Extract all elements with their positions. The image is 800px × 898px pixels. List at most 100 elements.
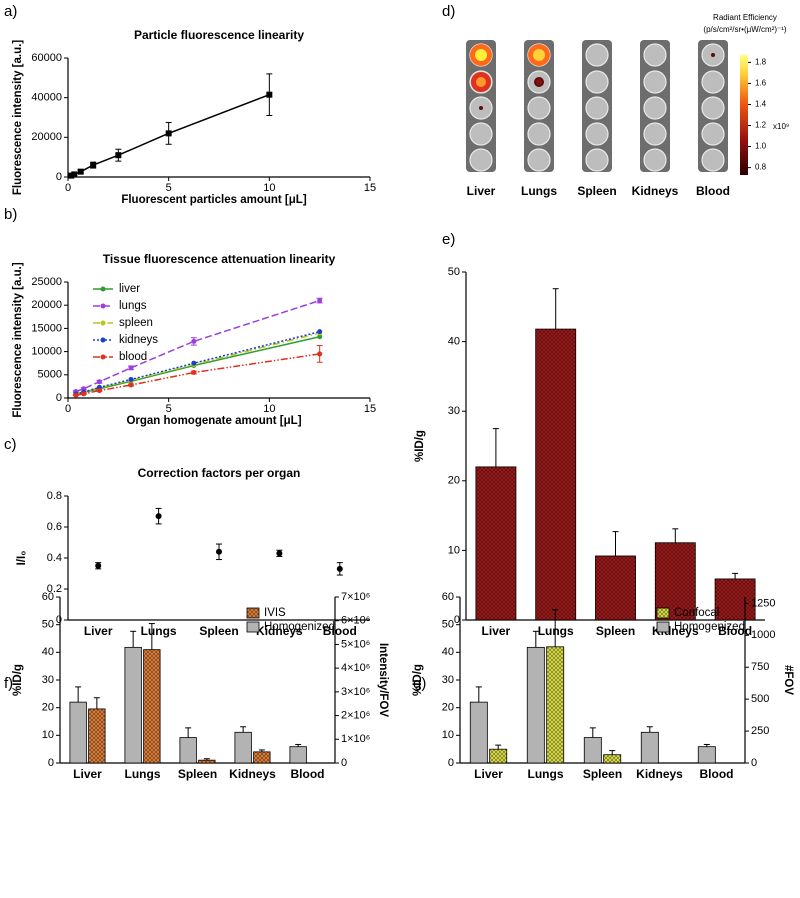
- legend-marker: [100, 337, 106, 343]
- x-tick-label: 0: [65, 403, 71, 415]
- y2-tick-label: 1000: [751, 629, 775, 641]
- y-tick-label: 40000: [31, 92, 62, 104]
- y-tick-label: 0.4: [47, 552, 62, 564]
- x-tick-label: Lungs: [538, 624, 574, 638]
- organ-label: Spleen: [577, 184, 616, 198]
- y-axis-label: %ID/g: [414, 430, 426, 462]
- y-tick-label: 20000: [31, 131, 62, 143]
- legend-marker: [100, 303, 106, 309]
- y2-tick-label: 1250: [751, 597, 775, 609]
- colorbar-tick-label: 1.0: [755, 142, 767, 151]
- x-tick-label: Spleen: [199, 624, 238, 638]
- series-line: [75, 299, 320, 393]
- x-tick-label: 15: [364, 403, 376, 415]
- y-axis-label: Fluorescence intensity [a.u.]: [12, 262, 24, 417]
- x-tick-label: Spleen: [596, 624, 635, 638]
- x-tick-label: 5: [166, 403, 172, 415]
- well: [585, 96, 609, 120]
- y-tick-label: 30: [442, 674, 454, 686]
- signal: [475, 49, 487, 61]
- legend-label: kidneys: [119, 334, 158, 346]
- signal: [480, 107, 482, 109]
- point: [128, 376, 134, 382]
- legend-swatch: [656, 621, 670, 633]
- y-tick-label: 0.8: [47, 490, 62, 502]
- y-tick-label: 0: [56, 171, 62, 183]
- well: [643, 43, 667, 67]
- colorbar-multiplier: x10⁹: [773, 122, 789, 131]
- bar-hatch: [489, 749, 507, 763]
- well: [643, 96, 667, 120]
- x-tick-label: Kidneys: [229, 767, 276, 781]
- y2-tick-label: 7×10⁶: [341, 591, 370, 603]
- signal: [476, 77, 486, 87]
- y-tick-label: 50: [442, 619, 454, 631]
- bar: [289, 746, 307, 764]
- y-tick-label: 10000: [31, 346, 62, 358]
- point: [115, 152, 122, 159]
- y-tick-label: 0: [454, 614, 460, 626]
- well: [585, 122, 609, 146]
- well: [585, 148, 609, 172]
- x-tick-label: Liver: [84, 624, 113, 638]
- bar: [234, 731, 252, 764]
- panel-label: a): [4, 3, 17, 20]
- x-tick-label: Blood: [291, 767, 325, 781]
- x-tick-label: Blood: [323, 624, 357, 638]
- legend-label: spleen: [119, 317, 153, 329]
- colorbar-unit: (p/s/cm²/sr•(μW/cm²)⁻¹): [703, 25, 787, 34]
- well: [585, 43, 609, 67]
- y-tick-label: 40: [42, 646, 54, 658]
- y-tick-label: 10: [448, 544, 460, 556]
- chart-title: Particle fluorescence linearity: [134, 28, 304, 42]
- point: [73, 392, 79, 398]
- well: [643, 148, 667, 172]
- legend-label: Homogenized: [674, 621, 745, 633]
- colorbar: [740, 55, 748, 175]
- bar: [583, 737, 602, 764]
- chart-title: Tissue fluorescence attenuation linearit…: [103, 252, 336, 266]
- organ-label: Lungs: [521, 184, 557, 198]
- legend-marker: [100, 286, 106, 292]
- x-tick-label: Liver: [474, 767, 503, 781]
- y2-tick-label: 1×10⁶: [341, 733, 370, 745]
- well: [701, 148, 725, 172]
- y2-tick-label: 750: [751, 661, 769, 673]
- x-tick-label: Liver: [73, 767, 102, 781]
- y-tick-label: 30: [42, 674, 54, 686]
- y2-tick-label: 3×10⁶: [341, 686, 370, 698]
- well: [527, 148, 551, 172]
- point: [191, 360, 197, 366]
- bar-hatch: [475, 466, 516, 620]
- y2-tick-label: 0: [341, 757, 347, 769]
- y-tick-label: 60: [442, 591, 454, 603]
- x-tick-label: Blood: [700, 767, 734, 781]
- y-tick-label: 60: [42, 591, 54, 603]
- bar: [697, 746, 716, 764]
- point: [216, 548, 222, 555]
- point: [317, 334, 323, 340]
- colorbar-tick-label: 1.4: [755, 100, 767, 109]
- bar-hatch: [198, 760, 216, 763]
- x-tick-label: Spleen: [583, 767, 622, 781]
- panel-label: f): [4, 675, 13, 692]
- legend-label: liver: [119, 283, 140, 295]
- y-tick-label: 0: [56, 614, 62, 626]
- bar-hatch: [595, 555, 636, 620]
- legend-marker: [100, 354, 106, 360]
- y-axis-label: Fluorescence intensity [a.u.]: [12, 40, 24, 195]
- signal: [533, 49, 545, 61]
- well: [469, 148, 493, 172]
- colorbar-tick-label: 0.8: [755, 163, 767, 172]
- series-line: [75, 353, 320, 396]
- y-tick-label: 10: [442, 729, 454, 741]
- well: [643, 70, 667, 94]
- y2-axis-label: Intensity/FOV: [377, 643, 389, 717]
- point: [81, 391, 87, 397]
- y-tick-label: 20: [42, 702, 54, 714]
- bar-hatch: [253, 751, 271, 763]
- point: [90, 162, 97, 169]
- point: [96, 388, 102, 394]
- legend-swatch: [246, 621, 260, 633]
- well: [643, 122, 667, 146]
